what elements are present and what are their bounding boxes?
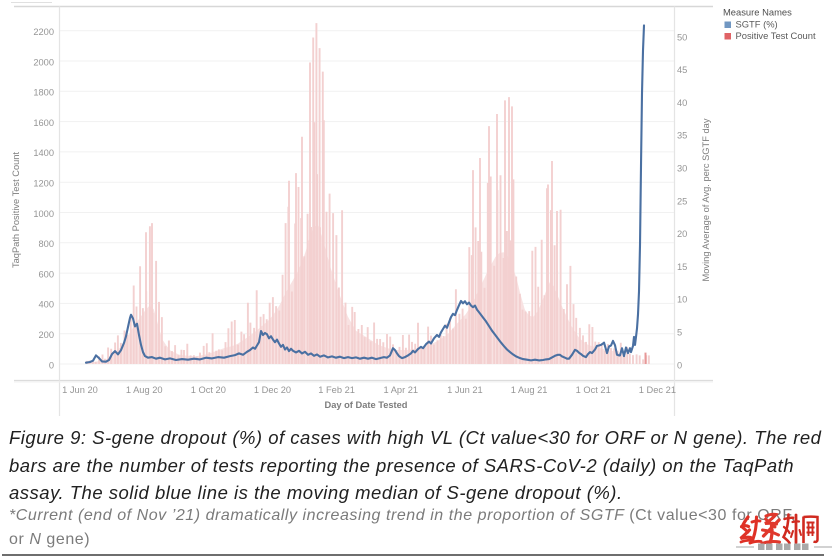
svg-text:10: 10: [677, 295, 687, 305]
svg-text:1 Jun 20: 1 Jun 20: [62, 385, 98, 395]
svg-text:1600: 1600: [33, 118, 54, 128]
svg-text:600: 600: [38, 269, 54, 279]
svg-text:1 Oct 21: 1 Oct 21: [576, 385, 611, 395]
svg-text:1 Dec 21: 1 Dec 21: [639, 385, 676, 395]
svg-text:0: 0: [49, 360, 54, 370]
svg-text:50: 50: [677, 32, 687, 42]
svg-text:1800: 1800: [33, 88, 54, 98]
svg-text:1 Feb 21: 1 Feb 21: [318, 385, 355, 395]
svg-text:1 Oct 20: 1 Oct 20: [191, 385, 226, 395]
svg-text:40: 40: [677, 98, 687, 108]
svg-text:Moving Average of Avg. perc SG: Moving Average of Avg. perc SGTF day: [701, 118, 711, 281]
svg-text:1 Aug 20: 1 Aug 20: [126, 385, 163, 395]
svg-text:30: 30: [677, 164, 687, 174]
svg-text:2200: 2200: [33, 27, 54, 37]
svg-text:35: 35: [677, 131, 687, 141]
svg-text:Measure Names: Measure Names: [723, 7, 792, 18]
svg-text:SGTF (%): SGTF (%): [736, 19, 778, 30]
svg-text:1200: 1200: [33, 179, 54, 189]
svg-text:2000: 2000: [33, 57, 54, 67]
svg-text:1000: 1000: [33, 209, 54, 219]
svg-text:400: 400: [38, 300, 54, 310]
svg-text:20: 20: [677, 229, 687, 239]
svg-text:0: 0: [677, 360, 682, 370]
svg-text:1 Aug 21: 1 Aug 21: [511, 385, 548, 395]
svg-text:TaqPath Positive Test Count: TaqPath Positive Test Count: [11, 152, 21, 269]
svg-text:Day of Date Tested: Day of Date Tested: [324, 400, 407, 410]
svg-text:1400: 1400: [33, 148, 54, 158]
svg-text:1 Apr 21: 1 Apr 21: [383, 385, 418, 395]
svg-text:15: 15: [677, 262, 687, 272]
svg-text:5: 5: [677, 328, 682, 338]
svg-text:25: 25: [677, 196, 687, 206]
svg-text:Positive Test Count: Positive Test Count: [736, 30, 816, 41]
svg-text:1 Dec 20: 1 Dec 20: [254, 385, 291, 395]
svg-text:800: 800: [38, 239, 54, 249]
svg-text:45: 45: [677, 65, 687, 75]
svg-text:200: 200: [38, 330, 54, 340]
svg-text:1 Jun 21: 1 Jun 21: [447, 385, 483, 395]
